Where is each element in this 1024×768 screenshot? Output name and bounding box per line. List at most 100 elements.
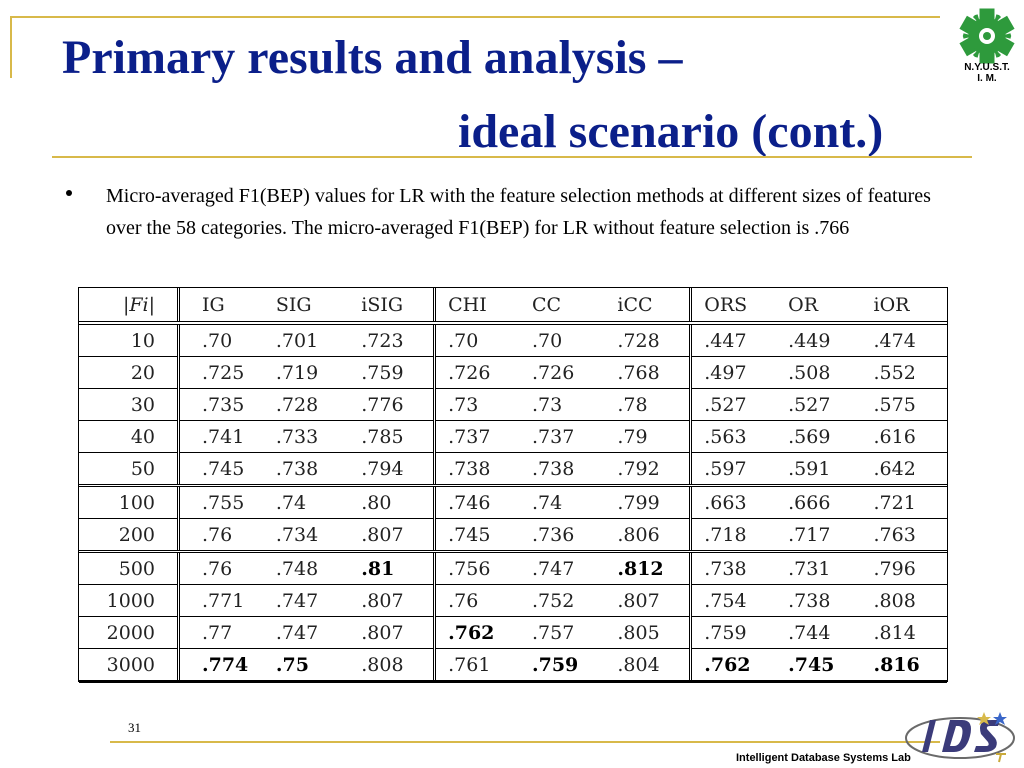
- table-header-row: |Fi| IG SIG iSIG CHI CC iCC ORS OR iOR: [79, 288, 947, 323]
- table-cell: .774: [176, 648, 264, 683]
- table-cell: .474: [861, 323, 947, 357]
- table-header-cell: iOR: [873, 293, 910, 316]
- feature-size-cell: 3000: [79, 648, 179, 683]
- table-cell: .796: [861, 551, 947, 585]
- table-header-cell: IG: [176, 288, 264, 323]
- feature-size-cell: 30: [79, 388, 179, 421]
- idslab-logo-icon: [905, 712, 1015, 763]
- logo-caption-line1: N.Y.U.S.T.: [964, 62, 1010, 73]
- table-cell: .799: [605, 485, 691, 519]
- table-cell: .747: [263, 584, 350, 617]
- table-cell: .79: [605, 420, 691, 453]
- table-row: 30.735.728.776.73.73.78.527.527.575: [79, 388, 947, 421]
- table-cell: .666: [776, 485, 862, 519]
- table-cell: .616: [861, 420, 947, 453]
- table-row: 3000.774.75.808.761.759.804.762.745.816: [79, 648, 947, 683]
- slide-title-line2: ideal scenario (cont.): [458, 105, 884, 158]
- table-row: 50.745.738.794.738.738.792.597.591.642: [79, 452, 947, 487]
- table-header-cell: CHI: [433, 288, 520, 323]
- table-cell: .807: [349, 616, 435, 649]
- table-cell: .73: [433, 388, 520, 421]
- table-header-cell: ORS: [689, 288, 777, 323]
- table-cell: .759: [689, 616, 777, 649]
- frame-left-rule: [10, 16, 12, 78]
- table-cell: .738: [520, 452, 606, 487]
- table-cell: .734: [263, 518, 350, 553]
- frame-top-rule: [10, 16, 940, 18]
- table-cell: .663: [689, 485, 777, 519]
- table-cell: .747: [263, 616, 350, 649]
- table-cell: .761: [433, 648, 520, 683]
- feature-size-cell: 20: [79, 356, 179, 389]
- table-cell: .762: [689, 648, 777, 683]
- table-header-cell: iCC: [617, 293, 653, 316]
- table-row: 20.725.719.759.726.726.768.497.508.552: [79, 356, 947, 389]
- table-cell: .70: [433, 323, 520, 357]
- logo-caption-line2: I. M.: [977, 73, 997, 84]
- table-cell: .745: [433, 518, 520, 553]
- table-cell: .508: [776, 356, 862, 389]
- slide-title-line1: Primary results and analysis –: [62, 31, 683, 84]
- bullet-dot: [66, 190, 72, 196]
- university-logo-icon: [956, 8, 1018, 64]
- table-cell: .816: [861, 648, 947, 683]
- table-cell: .748: [263, 551, 350, 585]
- table-cell: .794: [349, 452, 435, 487]
- table-cell: .757: [520, 616, 606, 649]
- table-cell: .762: [433, 616, 520, 649]
- table-cell: .814: [861, 616, 947, 649]
- table-body: 10.70.701.723.70.70.728.447.449.474 20.72…: [79, 323, 947, 683]
- table-cell: .74: [263, 485, 350, 519]
- table-cell: .591: [776, 452, 862, 487]
- feature-size-cell: 100: [79, 485, 179, 519]
- table-cell: .527: [776, 388, 862, 421]
- table-cell: .81: [349, 551, 435, 585]
- logo-caption: N.Y.U.S.T. I. M.: [950, 62, 1024, 84]
- table-cell: .738: [263, 452, 350, 487]
- table-cell: .804: [605, 648, 691, 683]
- table-cell: .745: [776, 648, 862, 683]
- footer-rule: [110, 741, 940, 743]
- table-cell: .76: [176, 551, 264, 585]
- table-cell: .759: [349, 356, 435, 389]
- table-cell: .569: [776, 420, 862, 453]
- table-cell: .785: [349, 420, 435, 453]
- table-cell: .725: [176, 356, 264, 389]
- table-cell: .563: [689, 420, 777, 453]
- table-cell: .746: [433, 485, 520, 519]
- table-cell: .806: [605, 518, 691, 553]
- table-cell: .747: [520, 551, 606, 585]
- table-cell: .527: [689, 388, 777, 421]
- table-cell: .497: [689, 356, 777, 389]
- table-cell: .552: [861, 356, 947, 389]
- table-cell: .737: [433, 420, 520, 453]
- table-cell: .449: [776, 323, 862, 357]
- table-row: 10.70.701.723.70.70.728.447.449.474: [79, 323, 947, 357]
- table-cell: .721: [861, 485, 947, 519]
- feature-size-cell: 500: [79, 551, 179, 585]
- table-cell: .763: [861, 518, 947, 553]
- table-cell: .75: [263, 648, 350, 683]
- table-cell: .755: [176, 485, 264, 519]
- table-cell: .741: [176, 420, 264, 453]
- table-cell: .738: [689, 551, 777, 585]
- feature-size-cell: 10: [79, 323, 179, 357]
- table-cell: .735: [176, 388, 264, 421]
- feature-size-cell: 1000: [79, 584, 179, 617]
- table-cell: .812: [605, 551, 691, 585]
- title-underline: [52, 156, 972, 158]
- table-cell: .776: [349, 388, 435, 421]
- table-cell: .807: [605, 584, 691, 617]
- table-cell: .717: [776, 518, 862, 553]
- table-cell: .744: [776, 616, 862, 649]
- table-row: 2000.77.747.807.762.757.805.759.744.814: [79, 616, 947, 649]
- table-cell: .73: [520, 388, 606, 421]
- table-cell: .756: [433, 551, 520, 585]
- table-header-cell: CC: [532, 293, 562, 316]
- table-cell: .719: [263, 356, 350, 389]
- table-cell: .723: [349, 323, 435, 357]
- table-header-cell: |Fi|: [122, 293, 155, 316]
- table-cell: .78: [605, 388, 691, 421]
- table-cell: .74: [520, 485, 606, 519]
- table-cell: .808: [861, 584, 947, 617]
